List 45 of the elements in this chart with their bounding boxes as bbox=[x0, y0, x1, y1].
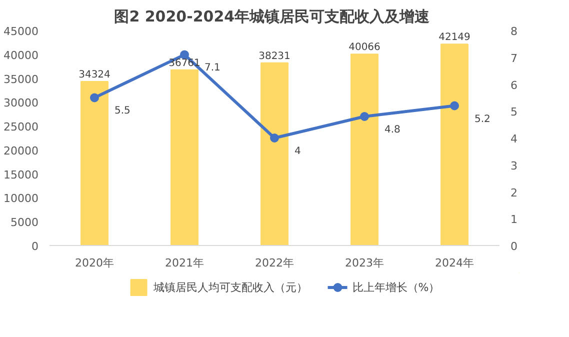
y2-tick-label: 5 bbox=[510, 106, 518, 119]
y-tick-label: 25000 bbox=[4, 120, 39, 134]
y2-tick-label: 7 bbox=[510, 52, 518, 65]
y2-tick-label: 4 bbox=[510, 132, 518, 146]
y-tick-label: 15000 bbox=[4, 168, 39, 182]
legend-label: 比上年增长（%） bbox=[352, 280, 440, 294]
data-label: 5.5 bbox=[114, 106, 130, 117]
y-tick-label: 40000 bbox=[4, 48, 39, 62]
y-tick-label: 45000 bbox=[4, 25, 39, 38]
point bbox=[90, 93, 99, 102]
data-label: 5.2 bbox=[474, 114, 490, 125]
bar bbox=[260, 62, 288, 246]
y-tick-label: 35000 bbox=[4, 72, 39, 86]
bar bbox=[440, 44, 468, 246]
y-tick-label: 5000 bbox=[10, 216, 39, 230]
y2-tick-label: 8 bbox=[510, 25, 518, 38]
y2-tick-label: 3 bbox=[510, 159, 518, 172]
data-label: 40066 bbox=[348, 42, 380, 54]
data-label: 7.1 bbox=[204, 62, 220, 74]
bar bbox=[350, 54, 378, 246]
data-label: 34324 bbox=[78, 70, 110, 81]
x-tick-label: 2022年 bbox=[255, 256, 294, 270]
data-label: 38231 bbox=[258, 50, 290, 62]
data-label: 4 bbox=[294, 146, 301, 157]
bar bbox=[170, 69, 198, 246]
y-tick-label: 20000 bbox=[4, 144, 39, 158]
point bbox=[360, 112, 369, 121]
bar bbox=[80, 81, 108, 246]
x-tick-label: 2020年 bbox=[75, 256, 114, 270]
x-tick-label: 2023年 bbox=[345, 256, 384, 270]
y-tick-label: 30000 bbox=[4, 96, 39, 110]
y-tick-label: 0 bbox=[32, 240, 38, 253]
point bbox=[270, 134, 279, 142]
legend-label: 城镇居民人均可支配收入（元） bbox=[153, 280, 308, 294]
data-label: 42149 bbox=[438, 32, 470, 44]
y2-tick-label: 1 bbox=[510, 213, 518, 226]
x-tick-label: 2021年 bbox=[165, 256, 204, 270]
data-label: 4.8 bbox=[384, 124, 400, 136]
y2-tick-label: 2 bbox=[510, 186, 518, 200]
x-tick-label: 2024年 bbox=[435, 256, 474, 270]
chart-title: 图2 2020-2024年城镇居民可支配收入及增速 bbox=[114, 8, 431, 26]
y2-tick-label: 6 bbox=[510, 78, 518, 92]
point bbox=[450, 101, 459, 110]
y2-tick-label: 0 bbox=[510, 240, 518, 253]
y-tick-label: 10000 bbox=[4, 192, 39, 206]
